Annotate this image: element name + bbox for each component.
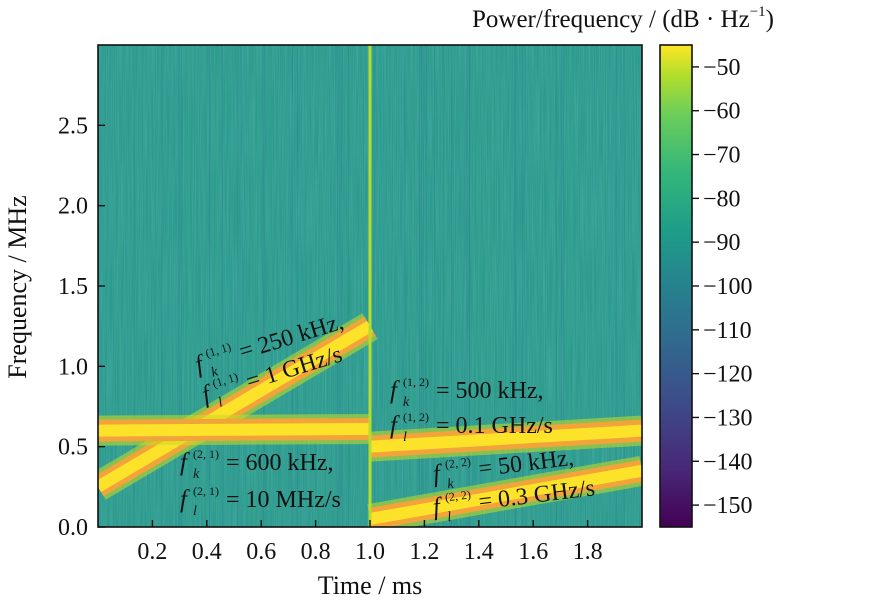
x-tick-label: 1.2 [409, 539, 439, 565]
annotation-text: = 500 kHz, [436, 378, 544, 404]
annotation-a12-line-1: f (1, 2) k = 500 kHz, [390, 375, 544, 410]
colorbar-tick-label: −70 [703, 143, 741, 169]
component-core-1-2 [369, 424, 642, 453]
x-tick-label: 1.6 [518, 539, 548, 565]
annotation-superscript: (2, 1) [193, 447, 219, 461]
x-axis: 0.2 0.4 0.6 0.8 1.0 1.2 1.4 1.6 1.8 [137, 520, 603, 565]
x-tick-label: 0.2 [137, 539, 167, 565]
annotation-superscript: (1, 2) [403, 410, 429, 424]
component-core-2-2 [368, 464, 642, 525]
colorbar [659, 44, 693, 528]
annotation-symbol: f [180, 449, 190, 476]
annotation-a21-line-2: f (2, 1) l = 10 MHz/s [180, 484, 341, 519]
colorbar-tick-label: −50 [703, 55, 741, 81]
annotation-subscript: l [217, 395, 225, 411]
x-tick-label: 0.8 [301, 539, 331, 565]
annotation-symbol: f [390, 377, 400, 404]
annotation-text: = 10 MHz/s [226, 487, 341, 513]
y-tick-label: 1.5 [58, 274, 88, 300]
x-tick-label: 1.8 [573, 539, 603, 565]
annotation-superscript: (1, 2) [403, 375, 429, 389]
component-core-2-1 [98, 422, 371, 437]
annotation-subscript: k [403, 395, 410, 410]
y-tick-label: 2.0 [58, 194, 88, 220]
x-tick-label: 0.4 [192, 539, 222, 565]
annotation-text: = 0.1 GHz/s [436, 413, 553, 439]
annotation-a12-line-2: f (1, 2) l = 0.1 GHz/s [390, 410, 553, 445]
colorbar-tick-label: −90 [703, 230, 741, 256]
colorbar-tick-label: −120 [703, 362, 753, 388]
colorbar-title: Power/frequency / (dB · Hz−1) [472, 4, 774, 33]
annotation-subscript: l [447, 510, 453, 525]
annotations: f(1, 1)k = 250 kHz,f(1, 1)l = 1 GHz/sf (2… [180, 309, 596, 525]
colorbar-title-close: ) [766, 6, 774, 33]
annotation-text: = 600 kHz, [226, 450, 334, 476]
annotation-symbol: f [390, 412, 400, 439]
colorbar-tick-label: −130 [703, 405, 753, 431]
annotation-a21-line-1: f (2, 1) k = 600 kHz, [180, 447, 334, 482]
colorbar-tick-label: −60 [703, 99, 741, 125]
component-core-1-1 [98, 321, 374, 492]
plot-area [98, 45, 642, 527]
annotation-superscript: (2, 1) [193, 484, 219, 498]
annotation-subscript: k [447, 477, 456, 493]
x-tick-label: 0.6 [246, 539, 276, 565]
y-tick-label: 2.5 [58, 113, 88, 139]
colorbar-title-text: Power/frequency / (dB · Hz [472, 6, 750, 33]
colorbar-axis: −50 −60 −70 −80 −90 −100 −110 −120 −130 −140 −150 [692, 55, 753, 519]
x-tick-label: 1.4 [464, 539, 494, 565]
colorbar-tick-label: −150 [703, 493, 753, 519]
x-axis-label: Time / ms [318, 571, 423, 600]
annotation-subscript: l [403, 430, 407, 445]
colorbar-tick-label: −110 [703, 318, 752, 344]
annotation-symbol: f [180, 486, 190, 513]
annotation-subscript: l [193, 504, 197, 519]
x-tick-label: 1.0 [355, 539, 385, 565]
annotation-subscript: k [210, 364, 221, 380]
colorbar-tick-label: −140 [703, 449, 753, 475]
annotation-subscript: k [193, 467, 200, 482]
colorbar-tick-label: −80 [703, 186, 741, 212]
colorbar-title-sup: −1 [750, 4, 766, 20]
colorbar-tick-label: −100 [703, 274, 753, 300]
y-axis-label: Frequency / MHz [3, 195, 32, 378]
y-tick-label: 0.5 [58, 435, 88, 461]
y-tick-label: 1.0 [58, 354, 88, 380]
annotation-superscript: (2, 2) [444, 454, 472, 471]
y-tick-label: 0.0 [58, 515, 88, 541]
annotation-superscript: (2, 2) [444, 487, 472, 504]
y-axis: 0.0 0.5 1.0 1.5 2.0 2.5 [58, 113, 105, 541]
